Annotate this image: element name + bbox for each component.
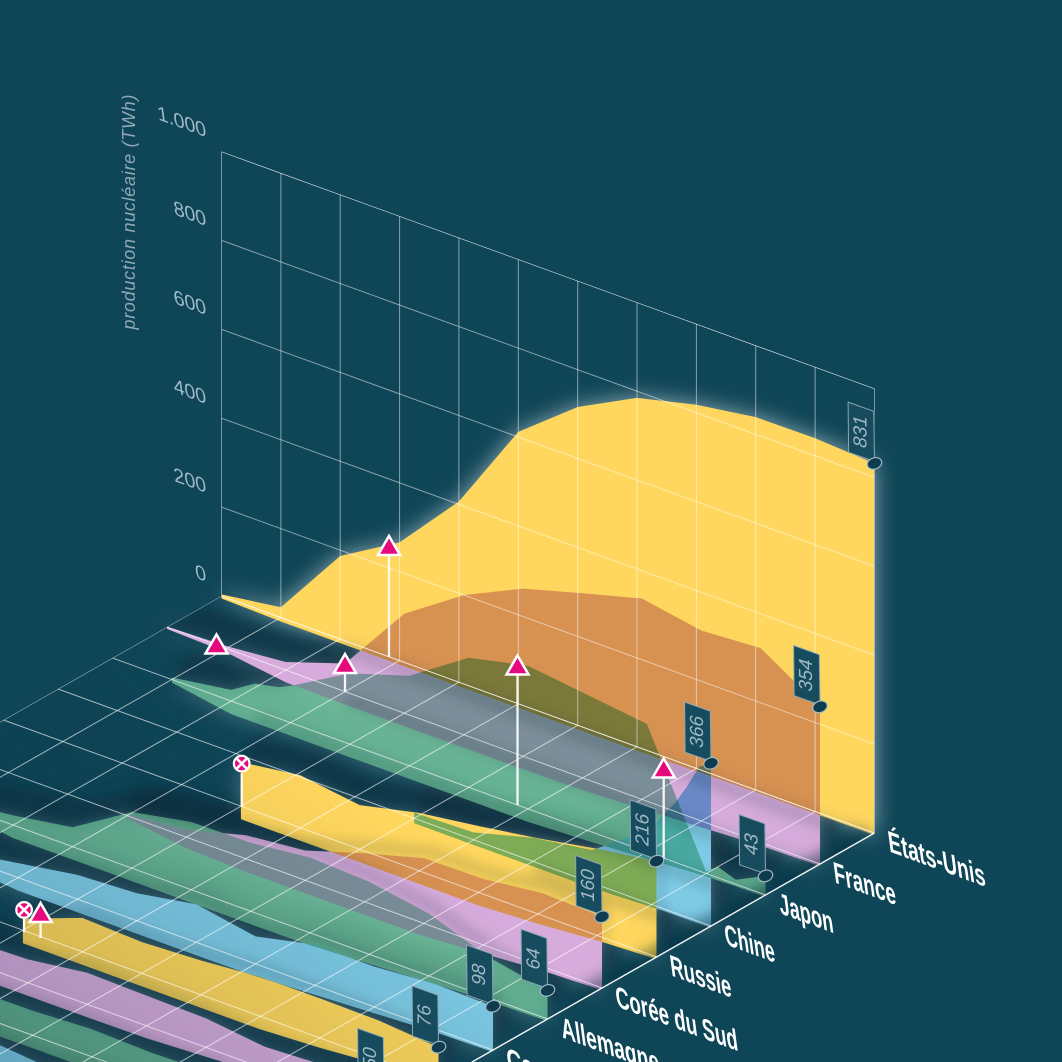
svg-text:50: 50 bbox=[360, 1046, 381, 1062]
svg-text:64: 64 bbox=[524, 947, 545, 971]
svg-text:98: 98 bbox=[469, 962, 490, 986]
svg-text:43: 43 bbox=[742, 832, 763, 856]
svg-text:76: 76 bbox=[415, 1003, 436, 1027]
svg-text:831: 831 bbox=[851, 414, 872, 449]
svg-text:366: 366 bbox=[687, 714, 708, 749]
svg-text:354: 354 bbox=[796, 658, 817, 693]
svg-text:0: 0 bbox=[194, 560, 208, 587]
svg-text:160: 160 bbox=[578, 868, 599, 903]
svg-text:production nucléaire (TWh): production nucléaire (TWh) bbox=[119, 95, 139, 331]
svg-text:216: 216 bbox=[633, 812, 654, 848]
